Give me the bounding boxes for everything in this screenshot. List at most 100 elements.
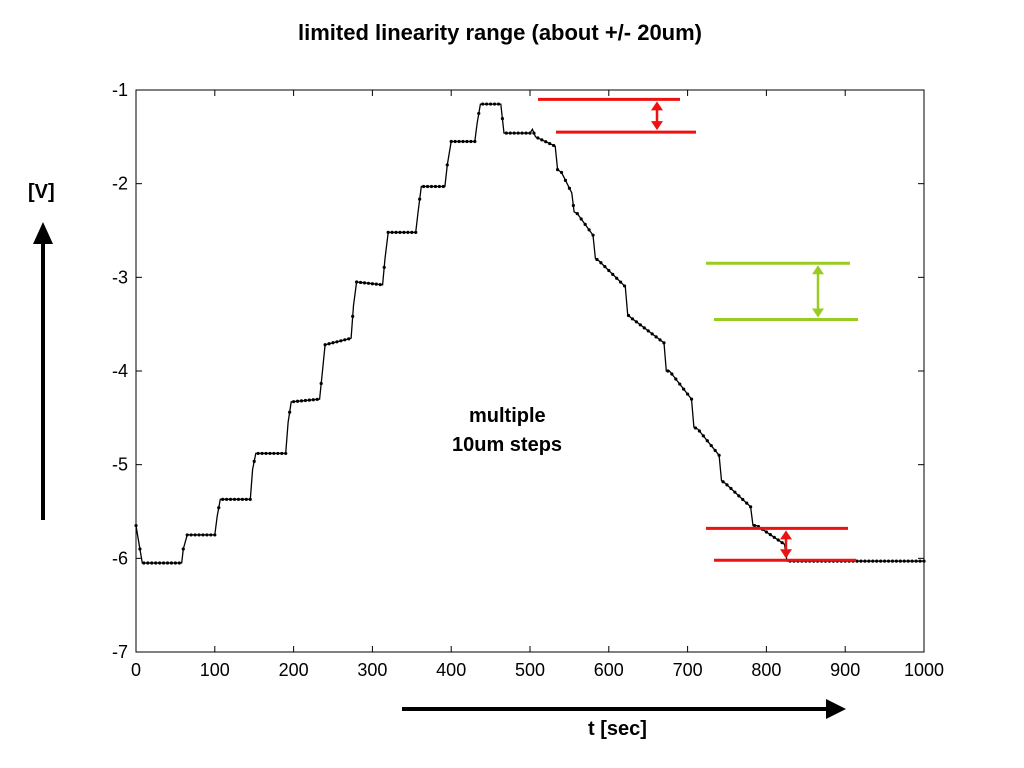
chart-title: limited linearity range (about +/- 20um)	[297, 20, 703, 45]
data-point	[205, 533, 209, 537]
data-point	[276, 451, 280, 456]
data-point	[894, 559, 899, 563]
y-tick-label: -4	[112, 361, 128, 381]
data-point	[855, 559, 859, 563]
data-point	[189, 533, 193, 537]
data-point	[150, 561, 154, 565]
data-point	[642, 326, 646, 330]
data-point	[662, 341, 666, 345]
range-arrow-head-down	[812, 308, 824, 318]
data-point	[398, 230, 402, 234]
series-line	[135, 103, 924, 564]
data-point	[705, 439, 709, 443]
x-tick-label: 300	[357, 660, 387, 680]
data-point	[414, 230, 418, 234]
data-point	[717, 453, 721, 457]
data-point	[272, 451, 276, 456]
data-point	[906, 559, 910, 563]
data-point	[280, 451, 284, 456]
data-point	[737, 494, 741, 498]
x-tick-label: 500	[515, 660, 545, 680]
data-point	[339, 339, 343, 343]
data-point	[165, 561, 170, 565]
data-point	[646, 329, 650, 333]
data-point	[382, 265, 386, 269]
y-tick-label: -5	[112, 455, 128, 475]
data-point	[185, 533, 189, 537]
data-point	[315, 397, 319, 401]
data-point	[563, 178, 568, 182]
data-point	[500, 116, 505, 121]
data-point	[213, 533, 217, 537]
data-point	[331, 341, 335, 345]
data-point	[217, 506, 221, 510]
data-point	[181, 547, 185, 551]
data-point	[622, 284, 627, 288]
data-point	[898, 559, 902, 563]
data-point	[552, 143, 556, 148]
data-point	[780, 541, 784, 545]
data-point	[764, 530, 769, 534]
data-point	[674, 377, 678, 381]
y-tick-label: -7	[112, 642, 128, 662]
data-point	[307, 398, 311, 402]
data-point	[378, 282, 382, 287]
data-point	[571, 203, 575, 208]
data-point	[228, 497, 233, 501]
data-point	[559, 170, 564, 175]
data-point	[607, 268, 611, 273]
data-point	[437, 184, 441, 189]
data-point	[295, 399, 300, 403]
data-point	[221, 497, 225, 501]
x-tick-label: 0	[131, 660, 141, 680]
data-point	[544, 140, 548, 144]
data-point	[343, 338, 347, 342]
data-point	[886, 559, 891, 563]
range-arrow-head-down	[651, 121, 663, 131]
data-point	[670, 372, 674, 376]
data-point	[595, 257, 599, 262]
data-point	[689, 397, 694, 401]
data-point	[319, 381, 323, 386]
data-point	[863, 559, 867, 563]
data-point	[599, 261, 603, 265]
data-point	[366, 281, 371, 285]
data-point	[303, 398, 308, 403]
data-point	[587, 228, 591, 232]
data-point	[374, 282, 378, 286]
x-tick-label: 800	[751, 660, 781, 680]
y-tick-label: -2	[112, 174, 128, 194]
x-tick-label: 200	[279, 660, 309, 680]
x-tick-label: 900	[830, 660, 860, 680]
data-point	[721, 480, 725, 484]
data-point	[225, 497, 229, 501]
data-point	[654, 335, 658, 339]
data-point	[236, 497, 241, 501]
data-point	[362, 281, 367, 285]
x-tick-label: 700	[673, 660, 703, 680]
data-point	[370, 282, 374, 286]
data-point	[449, 139, 453, 144]
data-point	[725, 483, 729, 487]
range-arrow-head-up	[812, 265, 824, 275]
data-point	[142, 561, 146, 565]
data-point	[351, 314, 355, 318]
data-point	[603, 265, 607, 269]
data-point	[682, 387, 686, 391]
data-point	[240, 497, 244, 501]
data-point	[146, 561, 150, 565]
data-point	[386, 230, 390, 234]
data-point	[138, 547, 142, 551]
data-point	[733, 490, 737, 494]
data-point	[619, 280, 623, 284]
data-point	[390, 230, 394, 234]
data-point	[264, 451, 268, 456]
x-axis-label: t [sec]	[588, 718, 647, 740]
data-point	[492, 102, 497, 106]
data-point	[591, 233, 595, 237]
data-point	[244, 497, 248, 501]
data-point	[161, 561, 166, 565]
range-arrow-head-up	[651, 101, 663, 111]
data-point	[358, 280, 363, 285]
data-point	[922, 559, 926, 563]
